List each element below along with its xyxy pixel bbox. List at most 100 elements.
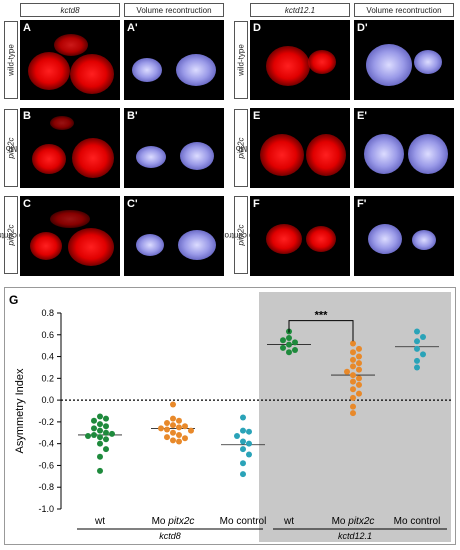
asymmetry-chart: G 0.8 0.6 0.4 0.2 0.0 -0.2 -0.4 -0.6 -0.8 -1.0 Asym… [9, 292, 451, 542]
data-point [91, 431, 97, 438]
panel-E-prime: E' [354, 108, 454, 188]
significance-bracket [288, 320, 354, 342]
data-point [414, 357, 420, 364]
panel-letter: C' [127, 198, 138, 210]
x-group-label-text: wt [283, 516, 294, 527]
data-point [356, 366, 362, 373]
data-point [292, 339, 298, 346]
data-point [414, 338, 420, 345]
data-point [97, 421, 103, 428]
data-point [97, 427, 103, 434]
data-point [103, 415, 109, 422]
x-group-label: wt [94, 516, 105, 527]
data-point [103, 423, 109, 430]
data-point [286, 335, 292, 342]
data-point [286, 349, 292, 356]
panel-letter: E [253, 110, 261, 122]
data-point [240, 427, 246, 434]
gene-label-kctd8: kctd8 [159, 531, 181, 541]
x-group-label-gene: pitx2c [167, 516, 194, 527]
panel-letter: D [253, 22, 261, 34]
panel-A: A [20, 20, 120, 100]
data-point [414, 328, 420, 335]
panel-letter: B [23, 110, 31, 122]
header-volume-right: Volume recontruction [354, 3, 454, 17]
data-point [240, 460, 246, 467]
y-tick-label: 0.2 [41, 373, 54, 383]
data-point [234, 433, 240, 440]
data-point [103, 436, 109, 443]
rowlabel-wildtype-left: wild-type [4, 21, 18, 99]
data-point [292, 347, 298, 354]
data-point [176, 417, 182, 424]
data-point [240, 438, 246, 445]
data-point [350, 349, 356, 356]
panel-D-prime: D' [354, 20, 454, 100]
data-point [164, 419, 170, 426]
data-point [240, 414, 246, 421]
x-group-label: Mo pitx2c [332, 516, 375, 527]
graph-letter: G [9, 293, 18, 307]
y-tick-label: 0.4 [41, 352, 54, 362]
data-point [350, 378, 356, 385]
x-group-label-text: Mo control [394, 516, 441, 527]
data-point [350, 363, 356, 370]
data-point [91, 417, 97, 424]
x-group-label: Mo control [220, 516, 267, 527]
data-point [350, 386, 356, 393]
data-point [97, 434, 103, 441]
data-point [350, 372, 356, 379]
y-tick-label: 0.6 [41, 330, 54, 340]
x-group-label-text: Mo control [220, 516, 267, 527]
x-group-label-text: Mo [152, 516, 169, 527]
data-point [85, 433, 91, 440]
data-point [176, 431, 182, 438]
y-tick-label: -0.2 [38, 417, 54, 427]
x-group-label: wt [283, 516, 294, 527]
data-point [103, 446, 109, 453]
data-point [246, 451, 252, 458]
y-tick-label: -1.0 [38, 504, 54, 514]
data-point [350, 394, 356, 401]
data-point [356, 345, 362, 352]
header-volume-left: Volume recontruction [124, 3, 224, 17]
data-point [170, 429, 176, 436]
y-tick-label: -0.8 [38, 482, 54, 492]
rowlabel-mo-pitx2c-right: Mo pitx2c [234, 109, 248, 187]
panel-C: C [20, 196, 120, 276]
panel-letter: A [23, 22, 31, 34]
data-point [280, 337, 286, 344]
data-point [414, 345, 420, 352]
panel-letter: C [23, 198, 31, 210]
data-point [414, 364, 420, 371]
data-point [286, 341, 292, 348]
data-point [350, 340, 356, 347]
data-point [97, 467, 103, 474]
panel-E: E [250, 108, 350, 188]
data-point [356, 390, 362, 397]
rowlabel-mo-control-right: Mo control pitx2c [222, 196, 260, 274]
panel-B: B [20, 108, 120, 188]
data-point [246, 428, 252, 435]
data-point [170, 437, 176, 444]
panel-letter: D' [357, 22, 368, 34]
y-axis-label: Asymmetry Index [14, 368, 26, 453]
data-point [188, 427, 194, 434]
data-point [356, 381, 362, 388]
data-point [176, 424, 182, 431]
y-tick-label: 0.8 [41, 308, 54, 318]
panel-C-prime: C' [124, 196, 224, 276]
data-point [240, 471, 246, 478]
panel-F: F [250, 196, 350, 276]
data-point [164, 426, 170, 433]
panel-A-prime: A' [124, 20, 224, 100]
data-point [280, 344, 286, 351]
data-point [97, 453, 103, 460]
data-point [103, 429, 109, 436]
data-point [176, 438, 182, 445]
data-point [170, 401, 176, 408]
x-group-label-text: Mo [332, 516, 349, 527]
data-point [344, 368, 350, 375]
data-point [350, 410, 356, 417]
data-point [170, 422, 176, 429]
